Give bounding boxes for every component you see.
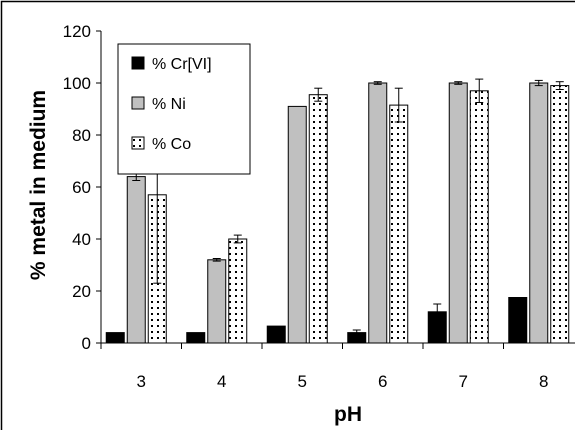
bar — [105, 332, 125, 344]
plot-area: 0 20 40 60 80 100 120 3 4 5 6 7 8 — [63, 22, 575, 391]
x-tick-label: 8 — [539, 372, 548, 391]
y-tick-label: 60 — [72, 178, 91, 197]
bar — [469, 90, 489, 344]
y-tick-label: 40 — [72, 230, 91, 249]
legend-label: % Ni — [152, 96, 186, 113]
y-tick-label: 80 — [72, 126, 91, 145]
bar — [529, 82, 549, 344]
x-axis-title: pH — [334, 403, 362, 426]
bar — [266, 325, 286, 344]
bar — [126, 176, 146, 344]
x-tick-label: 7 — [459, 372, 468, 391]
bar — [186, 332, 206, 344]
x-tick-label: 5 — [298, 372, 307, 391]
bar — [207, 259, 227, 344]
bar — [389, 104, 409, 344]
legend-swatch — [131, 56, 145, 70]
y-tick-label: 120 — [63, 22, 91, 41]
bar — [228, 238, 248, 344]
y-tick-label: 20 — [72, 282, 91, 301]
bar — [368, 82, 388, 344]
y-axis-title: % metal in medium — [27, 90, 50, 280]
x-tick-label: 4 — [217, 372, 226, 391]
legend: % Cr[VI] % Ni % Co — [117, 43, 251, 175]
legend-label: % Co — [152, 136, 191, 153]
x-tick-label: 6 — [378, 372, 387, 391]
legend-swatch — [131, 96, 145, 110]
bar — [287, 105, 307, 344]
y-tick-label: 100 — [63, 74, 91, 93]
x-tick-label: 3 — [137, 372, 146, 391]
legend-label: % Cr[VI] — [152, 56, 212, 73]
bar — [550, 85, 570, 344]
legend-swatch — [131, 136, 145, 150]
bar — [508, 297, 528, 344]
y-tick-label: 0 — [82, 334, 91, 353]
bar — [308, 94, 328, 344]
bar — [448, 82, 468, 344]
